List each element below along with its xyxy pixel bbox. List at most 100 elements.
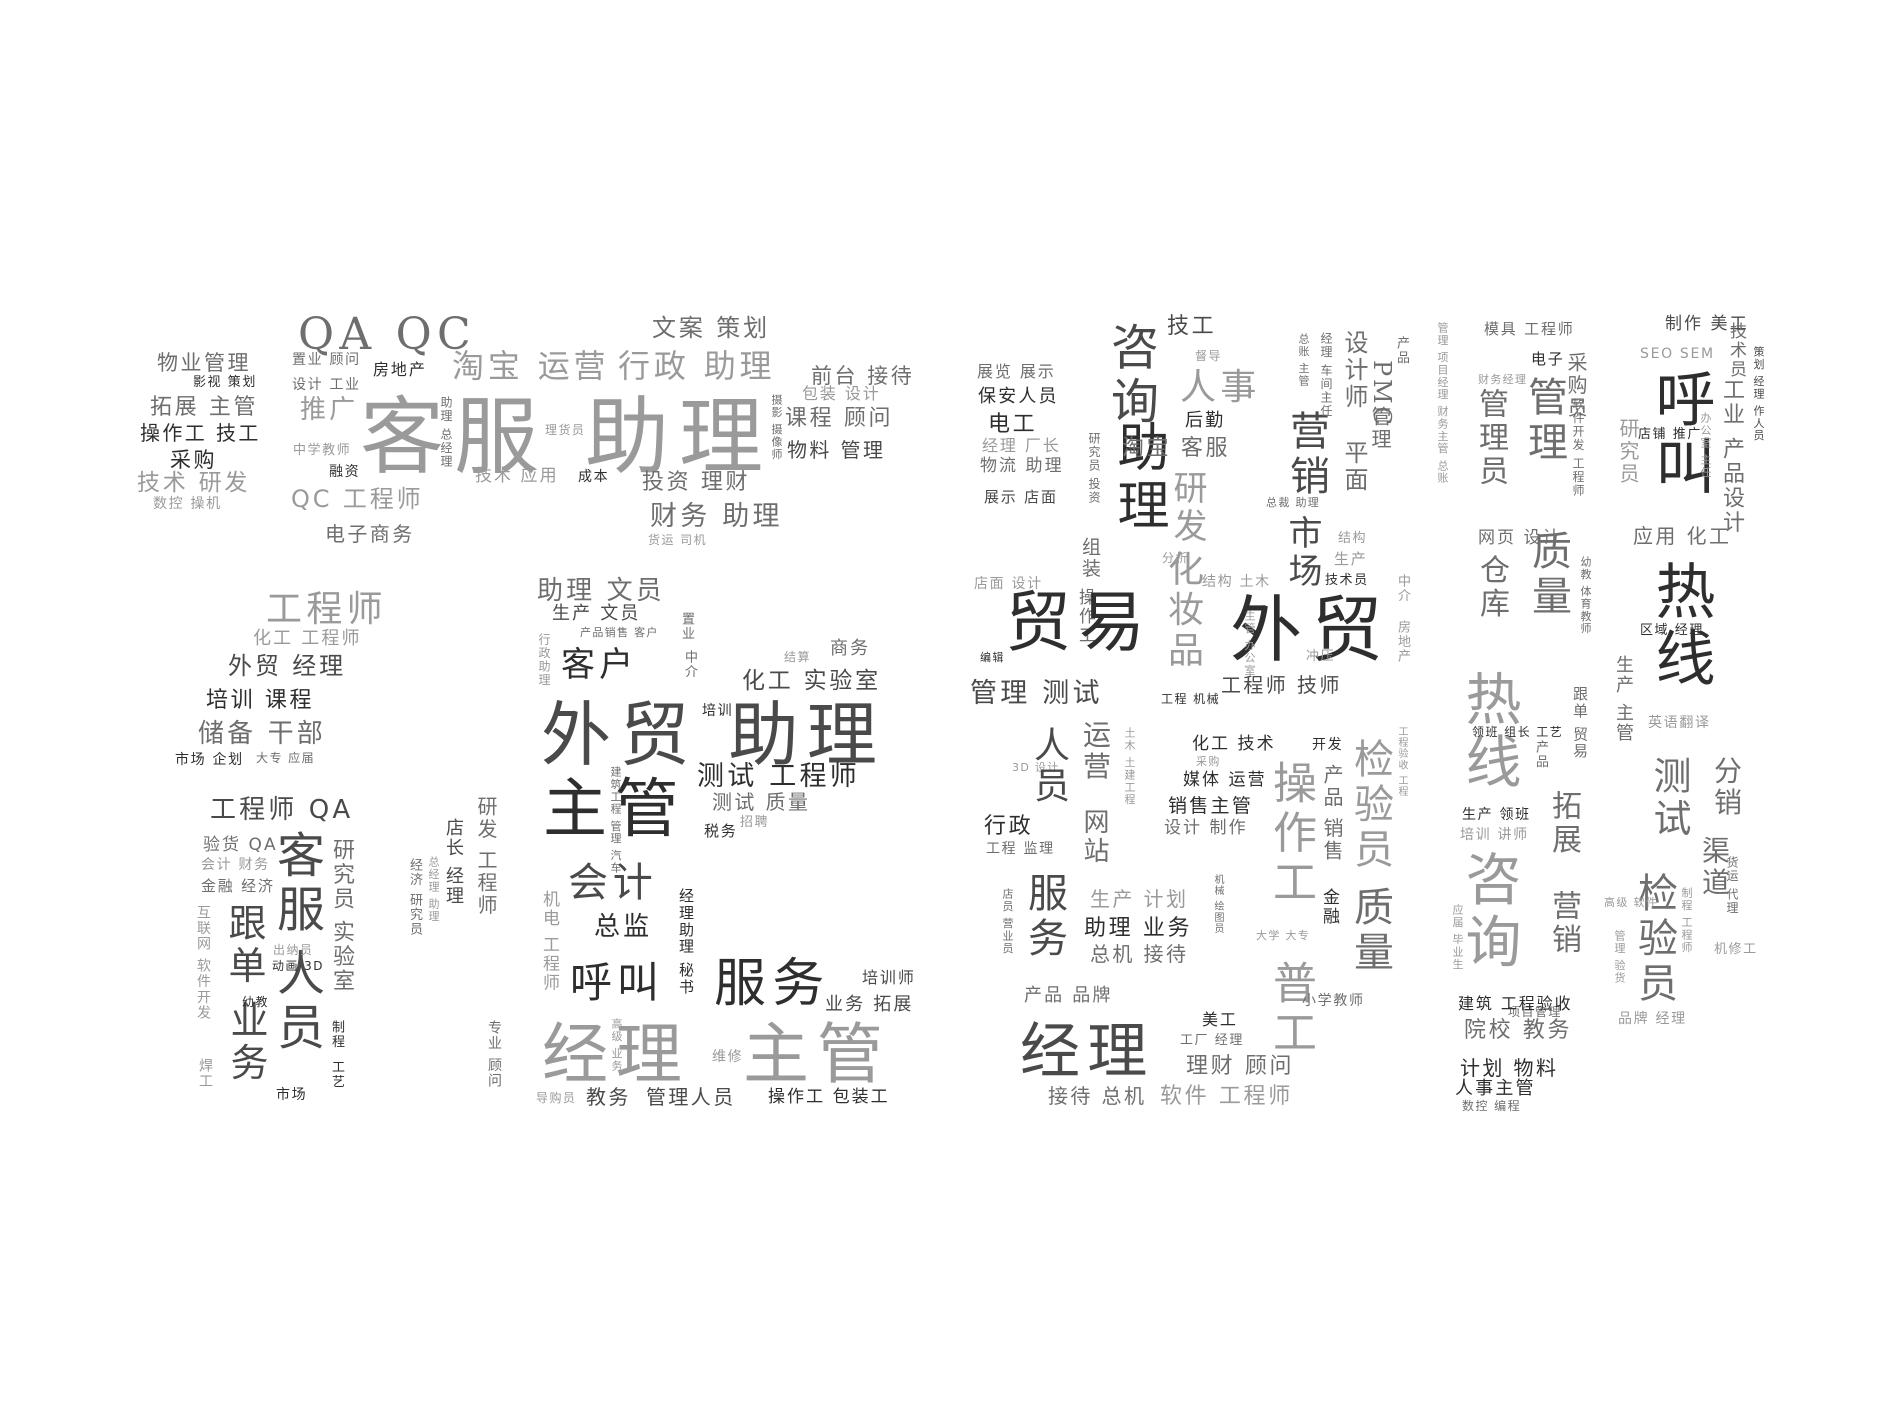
cloud-word: 店员 营业员 — [1001, 888, 1014, 955]
cloud-word: 技术员 — [1325, 573, 1369, 588]
cloud-word: 英语翻译 — [1648, 715, 1711, 731]
cloud-word: 经理 厂长 — [982, 436, 1061, 455]
cloud-word: 高级 业务 — [610, 1018, 623, 1073]
cloud-word: 行政 助理 — [618, 347, 776, 385]
cloud-word: 客服 助理 — [360, 388, 774, 486]
cloud-word: 高级 软件 — [1604, 896, 1659, 909]
cloud-word: 区域 经理 — [1640, 623, 1704, 638]
cloud-word: 运营 — [1079, 720, 1112, 783]
cloud-word: 设计 制作 — [1164, 818, 1248, 838]
cloud-word: 前台 接待 — [811, 364, 915, 388]
cloud-word: 操作工 技工 — [140, 421, 261, 445]
cloud-word: 电子商务 — [325, 522, 415, 546]
cloud-word: 技术员 — [1726, 322, 1746, 380]
cloud-word: 物业管理 — [157, 351, 252, 375]
cloud-word: QC 工程师 — [291, 485, 424, 513]
cloud-word: 土木 土建工程 — [1123, 727, 1136, 806]
cloud-word: 设计 工业 — [292, 377, 361, 393]
cloud-word: 办公室 主任 — [1699, 412, 1712, 479]
cloud-word: 展示 店面 — [984, 488, 1058, 506]
cloud-word: 操作工 — [1265, 760, 1316, 908]
cloud-word: 咨询 — [1456, 850, 1521, 976]
cloud-word: 技术 研发 — [137, 470, 251, 496]
cloud-word: 中介 — [682, 650, 697, 680]
cloud-word: 店铺 推广 — [1638, 427, 1702, 442]
cloud-word: 项目管理 — [1508, 1005, 1562, 1019]
cloud-word: QA QC — [298, 309, 476, 360]
cloud-word: 淘宝 客服 — [1122, 436, 1231, 461]
cloud-word: SEO SEM — [1640, 346, 1715, 362]
cloud-word: 跟单 贸易 — [1571, 686, 1589, 760]
cloud-word: 工程 监理 — [986, 841, 1055, 857]
cloud-word: 研发 — [1167, 470, 1207, 547]
cloud-word: 主管 — [743, 1016, 891, 1093]
cloud-word: 生产 主管 — [1613, 655, 1634, 744]
cloud-word: 服务 — [1021, 872, 1067, 962]
cloud-word: 焊工 — [197, 1058, 213, 1090]
cloud-word: 技工 — [1167, 314, 1217, 339]
cloud-word: 生产 计划 — [1090, 887, 1189, 911]
cloud-word: 推广 — [300, 395, 359, 425]
cloud-word: 数控 操机 — [153, 496, 222, 512]
cloud-word: 组装 — [1079, 537, 1101, 580]
cloud-word: 幼教 — [242, 995, 269, 1009]
cloud-word: 分销 — [1710, 756, 1743, 819]
cloud-word: 制程 工程师 — [1680, 887, 1693, 954]
cloud-word: 店长 经理 — [443, 818, 464, 907]
cloud-word: 外贸 — [1230, 588, 1392, 672]
cloud-word: 工业 产品设计 — [1719, 378, 1744, 536]
cloud-word: 房地产 — [373, 360, 427, 379]
cloud-word: 拓展 主管 — [150, 395, 259, 420]
cloud-word: 生产 文员 — [552, 603, 641, 624]
cloud-word: 人员 — [1028, 726, 1069, 807]
cloud-word: 制程 — [329, 1020, 344, 1050]
cloud-word: 培训师 — [862, 968, 916, 987]
cloud-word: 电子 — [1531, 350, 1565, 368]
cloud-word: 展览 展示 — [977, 362, 1056, 381]
cloud-word: 财务经理 — [1478, 373, 1528, 386]
cloud-word: 结算 — [784, 650, 811, 664]
cloud-word: 维修 — [712, 1049, 744, 1065]
cloud-word: 金融 — [1319, 888, 1339, 927]
cloud-word: 渠道 — [1698, 836, 1731, 899]
cloud-word: 金融 经济 — [201, 877, 275, 895]
cloud-word: 工厂 经理 — [1180, 1033, 1244, 1048]
cloud-word: 化工 技术 — [1192, 734, 1276, 754]
cloud-word: 会计 财务 — [201, 857, 270, 873]
cloud-word: 院校 教务 — [1464, 1018, 1573, 1043]
cloud-word: 淘宝 运营 — [452, 347, 610, 385]
cloud-word: 客服 — [268, 830, 324, 938]
cloud-word: 大专 应届 — [256, 751, 316, 765]
cloud-word: 制作 美工 — [1665, 314, 1749, 334]
cloud-word: 化工 工程师 — [253, 628, 362, 649]
cloud-word: 保安人员 — [978, 386, 1059, 407]
cloud-word: 工艺 — [329, 1060, 344, 1090]
cloud-word: 建筑 工程验收 — [1458, 994, 1573, 1013]
cloud-word: 研究员 投资 — [1087, 432, 1101, 505]
cloud-word: 货运 代理 — [1725, 856, 1739, 916]
cloud-word: 置业 顾问 — [292, 352, 361, 368]
cloud-word: 技术 应用 — [475, 466, 559, 486]
cloud-word: 产品 — [1394, 336, 1409, 366]
cloud-word: 工程验收 工程 — [1396, 726, 1407, 798]
cloud-word: 文案 策划 — [652, 314, 771, 342]
cloud-word: 客户 — [561, 645, 638, 685]
cloud-word: 计划 物料 — [1460, 1056, 1559, 1080]
cloud-word: 市场 — [276, 1087, 308, 1103]
cloud-word: 应用 化工 — [1633, 524, 1732, 548]
cloud-word: 市场 — [1282, 515, 1322, 592]
cloud-word: 人事主管 — [1455, 1078, 1536, 1099]
cloud-word: 动画 3D — [272, 959, 324, 973]
cloud-word: 产品销售 客户 — [580, 626, 659, 639]
cloud-word: 外贸 助理 — [541, 694, 886, 776]
cloud-word: 采购 — [1196, 755, 1221, 768]
cloud-word: 仓库 — [1474, 554, 1509, 622]
cloud-word: 管理 项目经理 财务主管 总账 — [1436, 322, 1449, 485]
cloud-word: 总裁 助理 — [1266, 496, 1321, 509]
cloud-word: 管理人员 — [646, 1085, 736, 1109]
cloud-word: 主管 — [543, 773, 687, 847]
cloud-word: 培训 — [702, 703, 734, 719]
cloud-word: 导购员 — [536, 1091, 577, 1105]
cloud-word: 检验员 — [1631, 872, 1677, 1007]
